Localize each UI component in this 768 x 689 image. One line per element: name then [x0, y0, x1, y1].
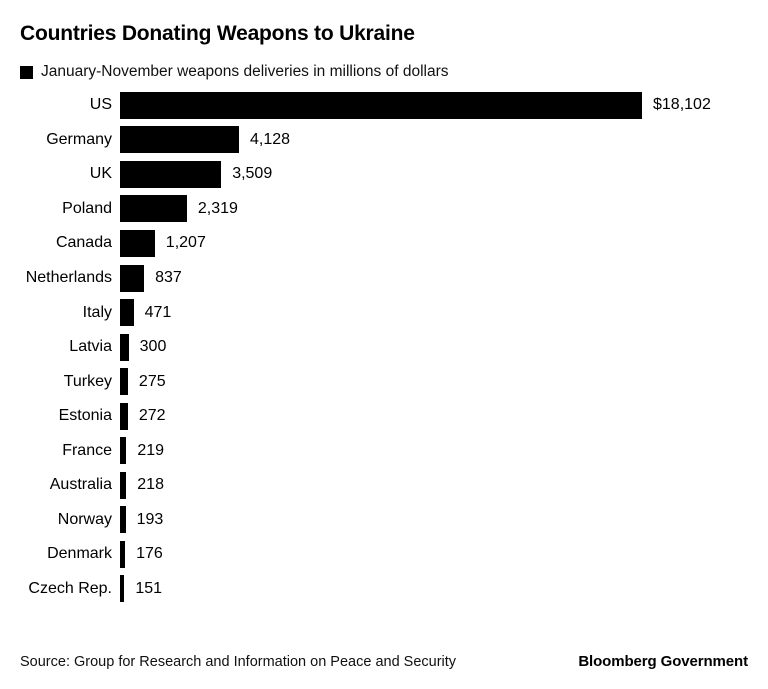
legend-label: January-November weapons deliveries in m…	[41, 63, 449, 80]
bar	[120, 575, 125, 603]
category-label: Estonia	[58, 407, 112, 425]
bar-row: US $18,102	[20, 88, 768, 123]
bar-rows: US $18,102 Germany 4,128 UK 3,509 Poland 2,319 C…	[20, 88, 768, 606]
bar-row: Latvia 300	[20, 330, 768, 365]
category-label: US	[89, 96, 112, 114]
value-label: 176	[136, 545, 163, 563]
category-label: UK	[89, 165, 112, 183]
brand-logo: Bloomberg Government	[578, 653, 748, 670]
chart-title: Countries Donating Weapons to Ukraine	[20, 22, 415, 45]
category-label: Turkey	[63, 372, 112, 390]
category-label: Norway	[57, 510, 112, 528]
category-label: France	[62, 441, 112, 459]
category-label: Czech Rep.	[28, 579, 112, 597]
legend-swatch-icon	[20, 65, 33, 79]
value-label: 275	[138, 372, 166, 390]
category-label: Germany	[46, 130, 112, 148]
bar	[120, 229, 155, 257]
value-label: 837	[155, 269, 182, 286]
bar	[120, 299, 134, 327]
bar-row: Italy 471	[20, 295, 768, 330]
bar	[120, 437, 127, 465]
bar-row: UK 3,509	[20, 157, 768, 192]
value-label: 1,207	[165, 234, 206, 252]
source-note: Source: Group for Research and Informati…	[20, 654, 457, 670]
bar-row: Australia 218	[20, 468, 768, 503]
footer: Source: Group for Research and Informati…	[20, 653, 748, 670]
bar-row: Poland 2,319	[20, 192, 768, 227]
value-label: $18,102	[653, 96, 711, 114]
bar-row: Netherlands 837	[20, 261, 768, 296]
bar-row: France 219	[20, 433, 768, 468]
bar	[120, 471, 127, 499]
value-label: 218	[137, 476, 164, 494]
category-label: Netherlands	[25, 269, 112, 286]
bar	[120, 540, 126, 568]
bar-row: Turkey 275	[20, 364, 768, 399]
bar	[120, 333, 129, 361]
bar	[120, 160, 222, 188]
bar-row: Czech Rep. 151	[20, 572, 768, 607]
bar	[120, 264, 145, 292]
bar	[120, 368, 128, 396]
value-label: 193	[136, 510, 164, 528]
value-label: 2,319	[197, 199, 238, 217]
value-label: 471	[144, 303, 172, 321]
category-label: Denmark	[47, 545, 112, 563]
value-label: 3,509	[232, 165, 273, 183]
bar	[120, 91, 642, 119]
category-label: Canada	[55, 234, 112, 252]
value-label: 300	[139, 338, 167, 356]
value-label: 151	[135, 579, 163, 597]
bar	[120, 126, 240, 154]
value-label: 219	[137, 441, 165, 459]
bar	[120, 506, 126, 534]
bar	[120, 195, 187, 223]
bar-row: Estonia 272	[20, 399, 768, 434]
bar-row: Denmark 176	[20, 537, 768, 572]
category-label: Italy	[82, 303, 112, 321]
bar	[120, 402, 128, 430]
value-label: 272	[138, 407, 166, 425]
legend: January-November weapons deliveries in m…	[20, 63, 449, 81]
category-label: Poland	[62, 199, 112, 217]
bar-row: Canada 1,207	[20, 226, 768, 261]
bar-row: Norway 193	[20, 503, 768, 538]
category-label: Australia	[49, 476, 112, 494]
category-label: Latvia	[69, 338, 112, 356]
value-label: 4,128	[250, 130, 291, 148]
bar-row: Germany 4,128	[20, 123, 768, 158]
